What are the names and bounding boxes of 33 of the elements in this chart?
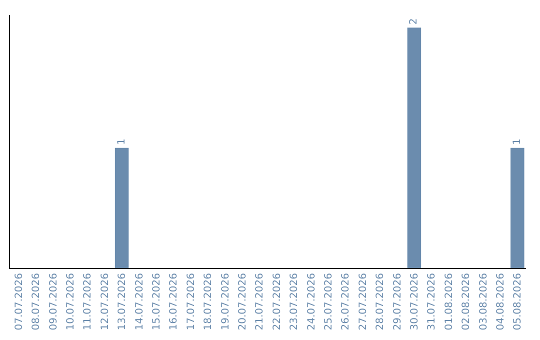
- x-tick-label: 07.07.2026: [14, 273, 25, 330]
- x-tick-label: 29.07.2026: [392, 273, 404, 330]
- data-label: 2: [408, 18, 420, 25]
- x-tick-label: 21.07.2026: [254, 273, 266, 330]
- x-tick-label: 17.07.2026: [186, 273, 197, 330]
- x-tick-label: 10.07.2026: [65, 273, 76, 330]
- x-tick-label: 15.07.2026: [151, 273, 162, 330]
- x-tick-label: 22.07.2026: [272, 273, 283, 330]
- data-label: 1: [512, 138, 523, 145]
- x-tick-label: 01.08.2026: [444, 273, 455, 330]
- x-tick-label: 20.07.2026: [237, 273, 248, 330]
- x-tick-label: 18.07.2026: [203, 273, 214, 330]
- x-tick-label: 28.07.2026: [375, 273, 386, 330]
- x-tick-label: 02.08.2026: [461, 273, 472, 330]
- x-tick-label: 25.07.2026: [323, 273, 334, 330]
- x-tick-label: 11.07.2026: [82, 273, 94, 330]
- x-tick-label: 16.07.2026: [168, 273, 180, 330]
- x-tick-label: 24.07.2026: [306, 273, 318, 330]
- x-tick-label: 04.08.2026: [495, 273, 506, 330]
- x-tick-label: 31.07.2026: [426, 273, 438, 330]
- data-label: 1: [116, 138, 128, 145]
- x-tick-label: 23.07.2026: [289, 273, 300, 330]
- x-tick-label: 08.07.2026: [31, 273, 42, 330]
- x-tick-label: 27.07.2026: [358, 273, 369, 330]
- x-tick-label: 09.07.2026: [48, 273, 60, 330]
- x-tick-label: 05.08.2026: [512, 273, 524, 330]
- x-tick-label: 19.07.2026: [220, 273, 232, 330]
- x-tick-label: 30.07.2026: [409, 273, 420, 330]
- x-tick-label: 26.07.2026: [340, 273, 352, 330]
- x-tick-label: 14.07.2026: [134, 273, 146, 330]
- x-tick-label: 13.07.2026: [117, 273, 128, 330]
- x-tick-label: 03.08.2026: [478, 273, 490, 330]
- x-tick-label: 12.07.2026: [100, 273, 111, 330]
